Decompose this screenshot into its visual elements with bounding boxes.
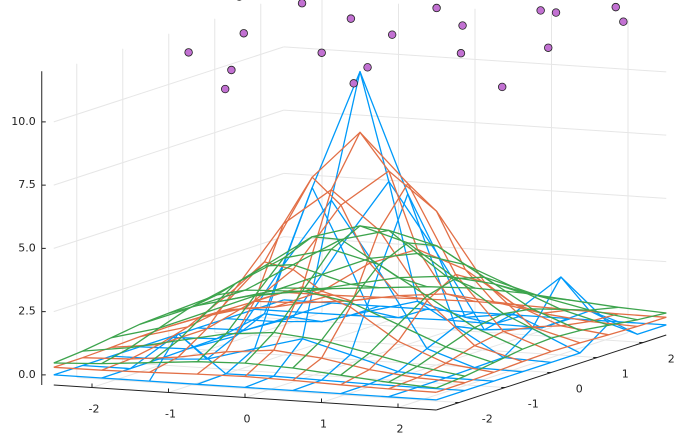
y-tick-label: 2 <box>668 353 675 366</box>
surface-line <box>244 131 476 377</box>
surface-line <box>244 225 476 364</box>
scatter-point <box>239 29 248 38</box>
scatter-point <box>498 82 507 92</box>
scatter-point <box>387 30 397 39</box>
surface-line <box>436 316 667 393</box>
x-tick-label: 2 <box>397 423 404 436</box>
scatter-point <box>227 65 236 75</box>
surface-line <box>53 291 284 368</box>
scatter-point <box>544 43 553 52</box>
scatter-point <box>220 84 230 94</box>
scatter-point <box>456 49 466 58</box>
z-tick-label: 0.0 <box>18 368 36 381</box>
surface-line <box>292 193 523 392</box>
surface-line <box>149 264 380 364</box>
surface-line <box>436 312 667 389</box>
surface-line <box>340 313 571 395</box>
surface-line <box>388 313 619 390</box>
y-tick-label: 1 <box>622 368 629 381</box>
surface-line <box>101 287 332 365</box>
scatter-point <box>432 3 441 13</box>
surface-line <box>148 305 380 382</box>
z-tick-label: 5.0 <box>18 241 36 254</box>
surface-line <box>53 299 285 376</box>
scatter-point <box>317 48 326 57</box>
scatter-point <box>611 2 620 12</box>
scatter-point <box>297 0 307 8</box>
x-tick-label: -1 <box>165 408 176 421</box>
surface-line <box>196 236 428 363</box>
surface-line <box>101 302 332 379</box>
scatter-point <box>458 21 467 30</box>
scatter-point <box>363 63 372 72</box>
x-tick-label: 0 <box>244 413 251 426</box>
scatter-point <box>536 6 545 15</box>
scatter-point <box>346 14 356 23</box>
scatter-point <box>349 79 358 88</box>
grid-line <box>76 377 460 403</box>
surface-line <box>53 287 284 364</box>
surface-line <box>340 273 571 386</box>
scatter-point <box>184 48 193 57</box>
surface-line <box>244 70 476 389</box>
scatter-point <box>619 17 628 26</box>
surface-line <box>292 182 523 381</box>
y-tick-label: 0 <box>576 383 583 396</box>
x-tick-label: 1 <box>320 418 327 431</box>
surface-line <box>388 306 619 383</box>
surface-line <box>196 176 428 375</box>
scatter-point <box>551 8 561 17</box>
y-tick-label: -1 <box>528 398 539 411</box>
surface-line <box>149 261 380 373</box>
surface-line <box>436 322 667 401</box>
grid-line <box>122 362 506 388</box>
x-tick-label: -2 <box>89 403 100 416</box>
z-tick-label: 7.5 <box>18 178 36 191</box>
z-tick-label: 10.0 <box>11 115 36 128</box>
surface-line <box>139 189 523 363</box>
surface-line <box>340 276 571 376</box>
z-tick-label: 2.5 <box>18 305 36 318</box>
y-tick-label: -2 <box>482 413 493 426</box>
surface-line <box>196 186 428 385</box>
